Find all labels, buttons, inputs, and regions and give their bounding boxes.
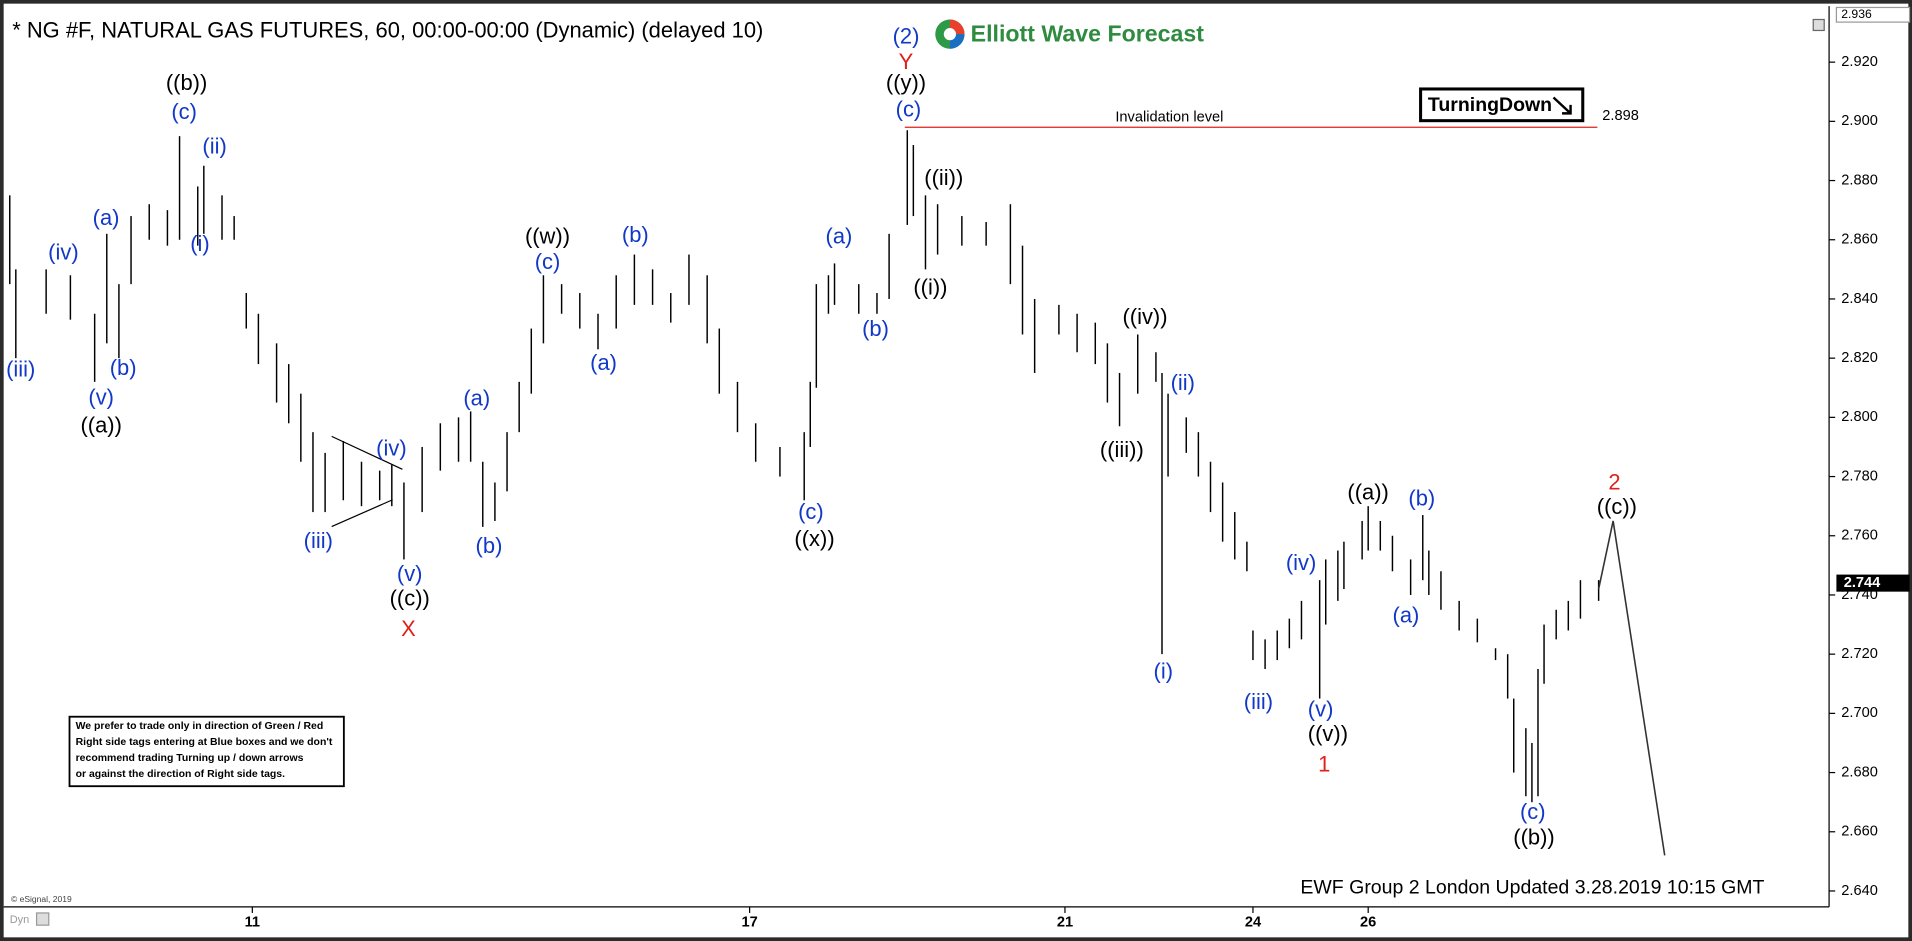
wave-label: ((b)) bbox=[1513, 824, 1554, 849]
wave-label: (c) bbox=[896, 97, 922, 122]
disclaimer-box bbox=[68, 715, 345, 788]
wave-label: ((i)) bbox=[913, 275, 947, 300]
x-tick-label: 24 bbox=[1245, 915, 1262, 931]
wave-label: (iii) bbox=[1244, 689, 1273, 714]
axis-top-label: 2.936 bbox=[1841, 7, 1872, 21]
wave-label: (iv) bbox=[376, 436, 406, 461]
disclaimer-line: We prefer to trade only in direction of … bbox=[76, 721, 324, 732]
dyn-icon[interactable] bbox=[35, 912, 50, 926]
axis-top-box bbox=[1835, 6, 1911, 23]
y-tick-label: 2.640 bbox=[1841, 883, 1878, 899]
y-tick-label: 2.760 bbox=[1841, 528, 1878, 544]
y-tick-label: 2.880 bbox=[1841, 172, 1878, 188]
x-tick-label: 11 bbox=[245, 915, 260, 931]
wave-label: (b) bbox=[622, 222, 649, 247]
wave-label: (b) bbox=[862, 316, 889, 341]
wave-label: 2 bbox=[1608, 470, 1620, 495]
y-tick-label: 2.900 bbox=[1841, 113, 1878, 129]
disclaimer-line: Right side tags entering at Blue boxes a… bbox=[76, 737, 333, 748]
y-tick-label: 2.660 bbox=[1841, 824, 1878, 840]
wave-label: (iv) bbox=[1286, 550, 1316, 575]
tag-arrow bbox=[1552, 96, 1572, 115]
wave-label: 1 bbox=[1318, 751, 1330, 776]
y-tick-label: 2.700 bbox=[1841, 705, 1878, 721]
wave-label: (v) bbox=[1308, 696, 1334, 721]
wave-label: (iv) bbox=[48, 239, 78, 264]
wave-label: (c) bbox=[1520, 799, 1546, 824]
tag-text: TurningDown bbox=[1428, 94, 1552, 116]
wave-label: (i) bbox=[190, 231, 210, 256]
y-tick-label: 2.720 bbox=[1841, 646, 1878, 662]
wave-label: (i) bbox=[1154, 659, 1174, 684]
wave-label: (v) bbox=[88, 384, 114, 409]
x-tick-label: 26 bbox=[1360, 915, 1376, 931]
y-tick-label: 2.920 bbox=[1841, 54, 1878, 70]
window-icon[interactable] bbox=[1812, 18, 1825, 32]
wave-label: (b) bbox=[1408, 486, 1435, 511]
wave-label: ((iii)) bbox=[1100, 437, 1144, 462]
wave-label: (a) bbox=[1393, 603, 1420, 628]
projection-line bbox=[1597, 520, 1666, 856]
price-bars bbox=[9, 130, 1600, 803]
logo: Elliott Wave Forecast bbox=[935, 19, 1205, 49]
wave-label: (v) bbox=[397, 561, 423, 586]
wave-label: (c) bbox=[171, 99, 197, 124]
chart-background bbox=[3, 3, 1909, 938]
wave-label: ((x)) bbox=[794, 526, 834, 551]
wave-label: (ii) bbox=[1171, 370, 1195, 395]
wave-label: (iii) bbox=[6, 356, 35, 381]
x-tick-label: 17 bbox=[741, 915, 757, 931]
invalidation-label: Invalidation level bbox=[1115, 109, 1223, 125]
y-tick-label: 2.780 bbox=[1841, 468, 1878, 484]
wave-label: ((w)) bbox=[525, 223, 570, 248]
wave-label: (b) bbox=[476, 533, 503, 558]
x-tick-label: 21 bbox=[1057, 915, 1073, 931]
wave-label: ((v)) bbox=[1308, 721, 1348, 746]
wave-label: (b) bbox=[110, 355, 137, 380]
disclaimer-line: recommend trading Turning up / down arro… bbox=[76, 753, 304, 764]
invalidation-value: 2.898 bbox=[1602, 108, 1639, 124]
logo-icon-center bbox=[943, 28, 956, 41]
y-tick-label: 2.820 bbox=[1841, 350, 1878, 366]
wave-label: (2) bbox=[893, 24, 920, 49]
wave-label: (a) bbox=[590, 350, 617, 375]
wave-label: ((iv)) bbox=[1122, 304, 1167, 329]
y-tick-label: 2.680 bbox=[1841, 764, 1878, 780]
wave-label: X bbox=[401, 616, 416, 641]
wave-label: (ii) bbox=[202, 133, 226, 158]
wave-label: ((ii)) bbox=[924, 165, 963, 190]
wave-label: (a) bbox=[463, 386, 490, 411]
chart-title: * NG #F, NATURAL GAS FUTURES, 60, 00:00-… bbox=[12, 17, 763, 42]
last-price-label: 2.744 bbox=[1844, 575, 1881, 591]
tag-box bbox=[1419, 87, 1585, 123]
wave-label: ((a)) bbox=[80, 412, 121, 437]
wave-label: (a) bbox=[93, 205, 120, 230]
dyn-button[interactable]: Dyn bbox=[10, 914, 30, 926]
disclaimer-line: or against the direction of Right side t… bbox=[76, 769, 286, 780]
wave-label: (c) bbox=[798, 499, 824, 524]
wave-label: (c) bbox=[535, 249, 561, 274]
footer: EWF Group 2 London Updated 3.28.2019 10:… bbox=[1300, 877, 1764, 899]
triangle-line bbox=[331, 499, 393, 528]
disclaimer: We prefer to trade only in direction of … bbox=[68, 715, 345, 788]
y-tick-label: 2.840 bbox=[1841, 291, 1878, 307]
y-tick-label: 2.860 bbox=[1841, 232, 1878, 248]
wave-label: ((b)) bbox=[166, 70, 207, 95]
copyright: © eSignal, 2019 bbox=[11, 894, 72, 904]
wave-label: ((a)) bbox=[1347, 479, 1388, 504]
last-price-box bbox=[1836, 574, 1910, 592]
wave-label: (a) bbox=[826, 223, 853, 248]
wave-label: (iii) bbox=[304, 528, 333, 553]
logo-text: Elliott Wave Forecast bbox=[971, 20, 1205, 46]
wave-label: Y bbox=[899, 49, 914, 74]
wave-label: ((c)) bbox=[1597, 494, 1637, 519]
wave-label: ((y)) bbox=[886, 70, 926, 95]
y-tick-label: 2.800 bbox=[1841, 409, 1878, 425]
wave-label: ((c)) bbox=[390, 586, 430, 611]
turning-tag: TurningDown bbox=[1419, 87, 1585, 123]
